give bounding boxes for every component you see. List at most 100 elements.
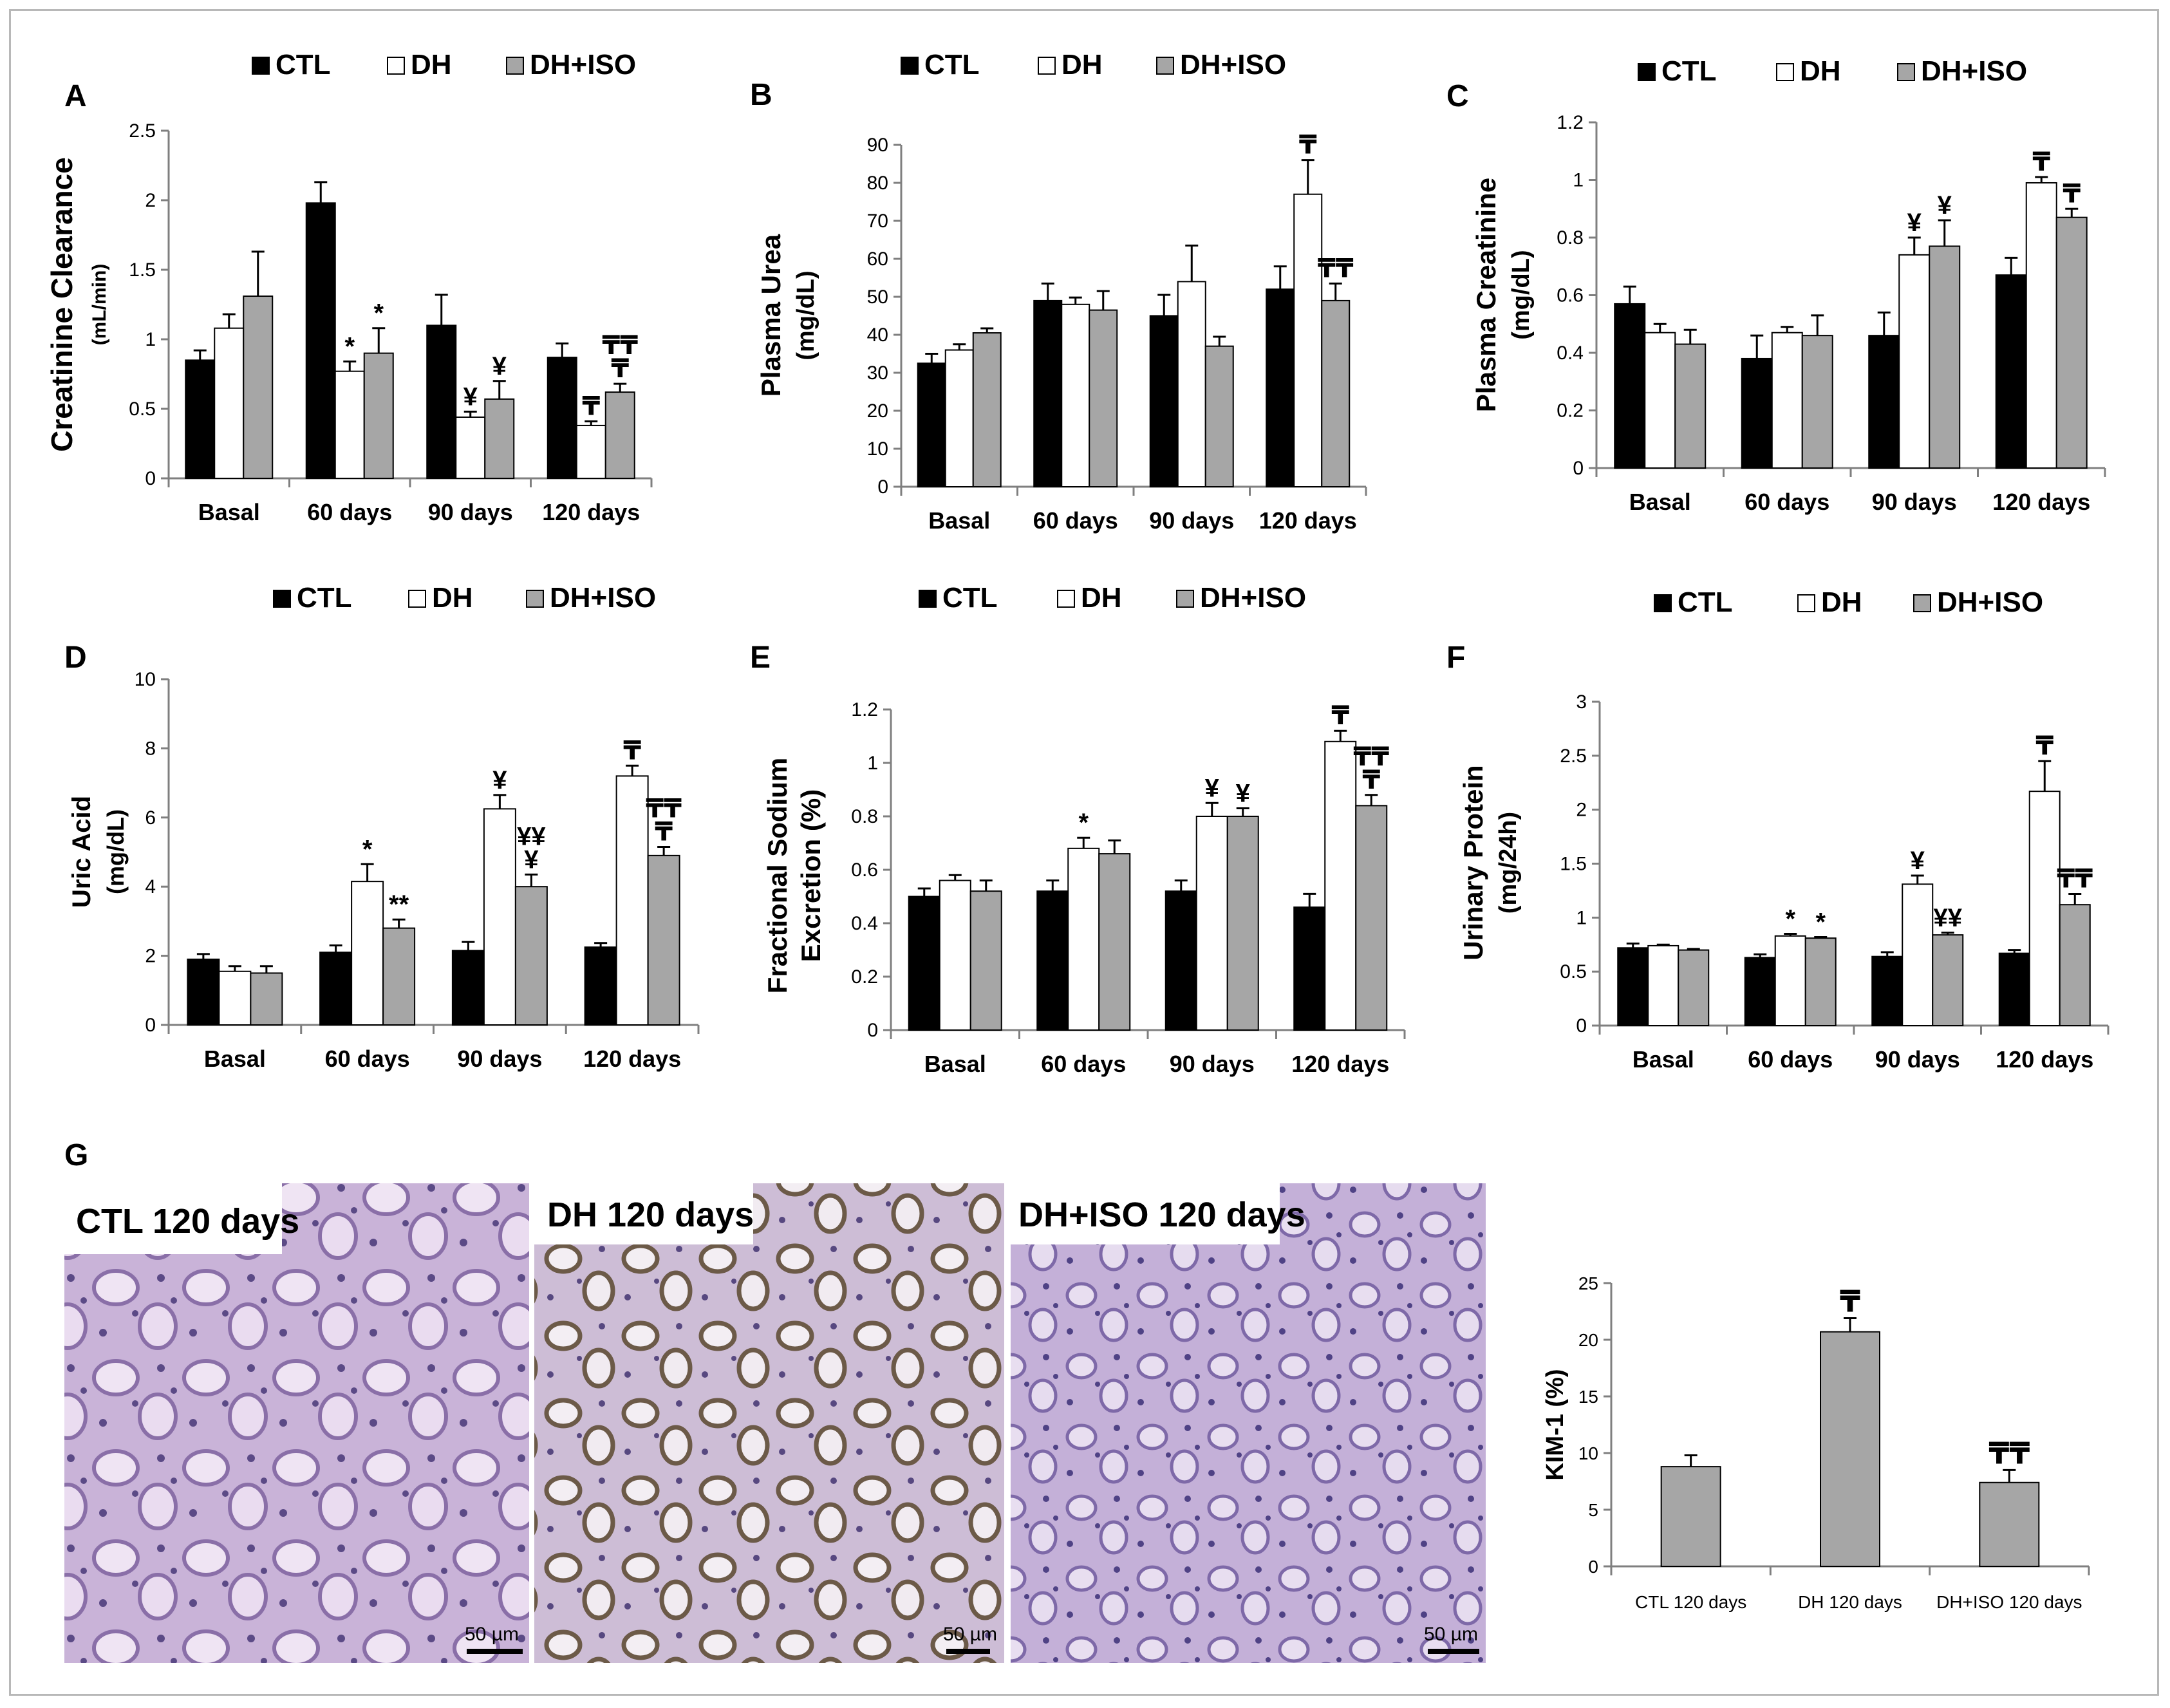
bar-dh-iso-3 [1355, 805, 1388, 1031]
bar-dh-2 [1902, 883, 1934, 1027]
y-tick-label: 1.2 [1557, 112, 1584, 133]
significance-mark: * [373, 299, 384, 328]
bar-dh-iso-0 [972, 332, 1002, 487]
legend-swatch-dhiso-b [1156, 57, 1174, 75]
legend-swatch-ctl-d [273, 590, 291, 608]
legend-label-dhiso-f: DH+ISO [1937, 587, 2043, 618]
histology-caption-ctl: CTL 120 days [76, 1202, 299, 1241]
x-category-label: 120 days [1291, 1051, 1389, 1077]
legend-swatch-dh-a [387, 57, 405, 75]
bar-ctl-1 [319, 952, 353, 1026]
y-tick-label: 0.4 [1557, 343, 1584, 364]
significance-mark: ₸ [582, 392, 600, 420]
bar-ctl-0 [1614, 303, 1646, 469]
significance-mark: ¥ [492, 352, 507, 380]
legend-label-ctl-b: CTL [924, 49, 980, 80]
y-tick-label: 70 [867, 211, 888, 232]
bar-dh-iso-0 [969, 890, 1002, 1031]
bar-dh-iso-2 [514, 886, 548, 1026]
y-tick-label: 2 [1576, 800, 1587, 821]
x-category-label: 60 days [1033, 507, 1118, 534]
significance-mark: ₸ [655, 818, 673, 846]
y-tick-label: 0.2 [851, 966, 878, 988]
y-axis-title-e: Fractional Sodium [762, 758, 792, 993]
y-tick-label: 60 [867, 249, 888, 270]
bar-ctl-2 [1165, 890, 1197, 1031]
y-tick-label: 0.2 [1557, 400, 1584, 422]
legend-swatch-dhiso-e [1176, 590, 1194, 608]
chart-kim: 0 5 10 15 20 25 KIM-1 (%) CTL 120 days DH 120 da… [1542, 1273, 2090, 1612]
chart-d: D CTL DH DH+ISO 0 2 4 6 8 10 Uric Acid (mg/dL) Basal… [64, 582, 700, 1072]
legend-label-dh-b: DH [1062, 49, 1103, 80]
y-tick-label: 0.4 [851, 913, 878, 934]
legend-label-dh-c: DH [1800, 55, 1841, 87]
bar-dh-3 [1293, 193, 1323, 487]
y-axis-title-a: Creatinine Clearance [45, 157, 79, 452]
x-category-label: DH+ISO 120 days [1936, 1592, 2082, 1612]
legend-swatch-ctl-b [901, 57, 919, 75]
x-category-label: 90 days [1875, 1046, 1960, 1073]
significance-mark: ** [389, 890, 409, 919]
x-category-label: 120 days [542, 499, 640, 525]
bar-ctl-3 [547, 357, 577, 480]
x-category-label: 90 days [428, 499, 513, 525]
significance-mark: * [1078, 809, 1089, 837]
y-axis-title-line2-e: Excretion (%) [796, 789, 826, 962]
y-tick-label: 0 [1588, 1557, 1598, 1577]
bar-ctl-0 [908, 896, 940, 1031]
y-tick-label: 40 [867, 324, 888, 346]
bar-dh-1 [1061, 303, 1090, 487]
significance-mark: ₸₸ [2057, 865, 2093, 893]
bar-dh-1 [1067, 847, 1100, 1031]
y-tick-label: 2 [145, 946, 156, 967]
bar-dh-iso-2 [1932, 934, 1964, 1027]
y-tick-label: 6 [145, 807, 156, 829]
bar-ctl-3 [584, 946, 617, 1026]
significance-mark: ₸ [1362, 766, 1380, 794]
y-tick-label: 0 [145, 468, 156, 489]
y-axis-title-c: Plasma Creatinine [1471, 178, 1501, 412]
significance-mark: ¥ [1205, 774, 1220, 802]
bar-kim-1-0 [1660, 1466, 1721, 1568]
x-category-label: Basal [198, 499, 260, 525]
bar-dh-iso-1 [1804, 937, 1837, 1026]
y-tick-label: 15 [1578, 1387, 1598, 1407]
y-tick-label: 10 [135, 669, 156, 690]
y-tick-label: 8 [145, 738, 156, 759]
y-tick-label: 3 [1576, 691, 1587, 713]
bar-ctl-3 [1995, 274, 2027, 469]
y-tick-label: 80 [867, 173, 888, 194]
y-tick-label: 4 [145, 876, 156, 897]
x-category-label: 90 days [1170, 1051, 1255, 1077]
bar-dh-iso-1 [1098, 853, 1131, 1031]
y-tick-label: 10 [1578, 1443, 1598, 1463]
legend-swatch-ctl-e [919, 590, 937, 608]
y-tick-label: 1.2 [851, 699, 878, 720]
significance-mark: ₸ [2035, 732, 2053, 760]
panel-letter-d: D [64, 641, 87, 675]
chart-e: E CTL DH DH+ISO 0 0.2 0.4 0.6 0.8 1 1.2 Fractional … [750, 582, 1406, 1077]
legend-label-ctl-c: CTL [1661, 55, 1717, 87]
y-tick-label: 1 [1573, 170, 1584, 191]
significance-mark: ₸ [2062, 180, 2081, 208]
bar-dh-2 [455, 416, 486, 480]
bar-dh-1 [1774, 935, 1806, 1026]
bar-ctl-0 [185, 359, 216, 480]
bar-dh-1 [334, 370, 365, 479]
x-category-label: 60 days [1744, 489, 1829, 515]
x-category-label: Basal [204, 1046, 266, 1072]
y-tick-label: 20 [1578, 1330, 1598, 1350]
significance-mark: ¥ [1907, 209, 1922, 237]
x-category-label: 60 days [1748, 1046, 1833, 1073]
x-category-label: Basal [1632, 1046, 1694, 1073]
bar-dh-iso-0 [1674, 343, 1707, 469]
bar-dh-0 [214, 327, 245, 479]
significance-mark: ₸ [1331, 702, 1349, 730]
significance-mark: ₸ [623, 737, 641, 765]
y-axis-unit-b: (mg/dL) [792, 270, 819, 360]
histology-caption-dh: DH 120 days [547, 1196, 754, 1234]
bar-dh-2 [1195, 816, 1228, 1031]
bar-dh-1 [351, 881, 384, 1026]
y-tick-label: 0 [1573, 458, 1584, 479]
panel-letter-b: B [750, 78, 772, 112]
